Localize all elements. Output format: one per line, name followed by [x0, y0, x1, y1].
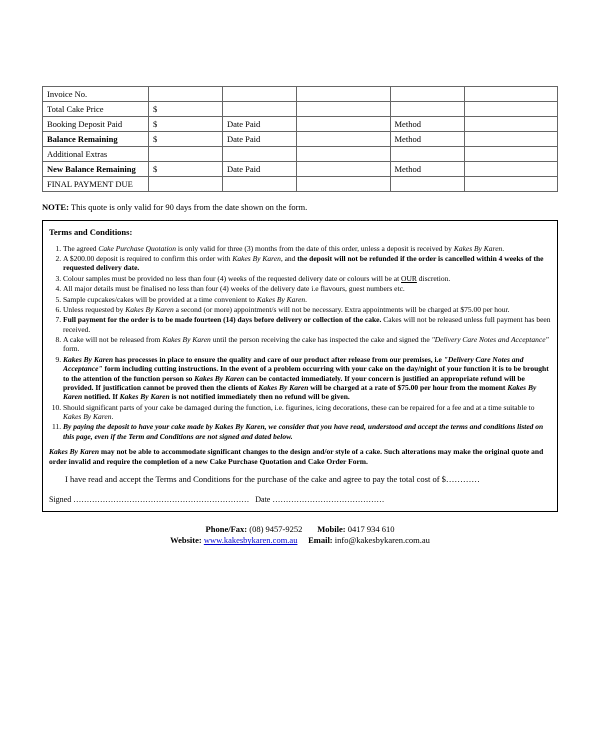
- table-row: FINAL PAYMENT DUE: [43, 177, 558, 192]
- terms-item: Should significant parts of your cake be…: [63, 403, 551, 422]
- terms-list: The agreed Cake Purchase Quotation is on…: [49, 244, 551, 442]
- terms-footer: Kakes By Karen may not be able to accomm…: [49, 447, 551, 466]
- contact-block: Phone/Fax: (08) 9457-9252 Mobile: 0417 9…: [42, 524, 558, 548]
- email-label: Email:: [308, 535, 333, 545]
- accept-text: I have read and accept the Terms and Con…: [65, 474, 551, 485]
- row-label: Total Cake Price: [43, 102, 149, 117]
- row-date-value: [297, 162, 391, 177]
- terms-item: Unless requested by Kakes By Karen a sec…: [63, 305, 551, 314]
- row-method-label: Method: [390, 132, 464, 147]
- table-row: Additional Extras: [43, 147, 558, 162]
- row-method-value: [464, 162, 558, 177]
- sign-label: Signed …………………………………………………………: [49, 495, 249, 504]
- terms-item: A cake will not be released from Kakes B…: [63, 335, 551, 354]
- phone-value: (08) 9457-9252: [249, 524, 302, 534]
- row-label: FINAL PAYMENT DUE: [43, 177, 149, 192]
- date-label: Date ……………………………………: [255, 495, 384, 504]
- table-row: Booking Deposit Paid$Date Paid Method: [43, 117, 558, 132]
- email-value: info@kakesbykaren.com.au: [335, 535, 430, 545]
- invoice-table: Invoice No.Total Cake Price$Booking Depo…: [42, 86, 558, 192]
- row-date-value: [297, 87, 391, 102]
- note-line: NOTE: This quote is only valid for 90 da…: [42, 202, 558, 212]
- mobile-value: 0417 934 610: [348, 524, 395, 534]
- table-row: Balance Remaining$Date Paid Method: [43, 132, 558, 147]
- row-label: Balance Remaining: [43, 132, 149, 147]
- row-dollar: $: [149, 102, 223, 117]
- phone-label: Phone/Fax:: [206, 524, 248, 534]
- row-method-label: [390, 177, 464, 192]
- row-method-value: [464, 177, 558, 192]
- row-method-value: [464, 147, 558, 162]
- row-date-label: Date Paid: [223, 132, 297, 147]
- row-method-label: Method: [390, 117, 464, 132]
- terms-item: A $200.00 deposit is required to confirm…: [63, 254, 551, 273]
- mobile-label: Mobile:: [317, 524, 345, 534]
- note-text: This quote is only valid for 90 days fro…: [71, 202, 307, 212]
- terms-item: Sample cupcakes/cakes will be provided a…: [63, 295, 551, 304]
- row-dollar: $: [149, 117, 223, 132]
- row-method-label: [390, 102, 464, 117]
- table-row: Invoice No.: [43, 87, 558, 102]
- terms-item: All major details must be finalised no l…: [63, 284, 551, 293]
- row-date-value: [297, 177, 391, 192]
- row-date-value: [297, 132, 391, 147]
- table-row: New Balance Remaining$Date Paid Method: [43, 162, 558, 177]
- row-date-value: [297, 102, 391, 117]
- terms-item: Full payment for the order is to be made…: [63, 315, 551, 334]
- row-method-value: [464, 132, 558, 147]
- table-row: Total Cake Price$: [43, 102, 558, 117]
- row-dollar: $: [149, 162, 223, 177]
- website-link[interactable]: www.kakesbykaren.com.au: [204, 535, 298, 545]
- row-label: Booking Deposit Paid: [43, 117, 149, 132]
- row-label: New Balance Remaining: [43, 162, 149, 177]
- row-method-value: [464, 102, 558, 117]
- row-dollar: [149, 87, 223, 102]
- row-dollar: $: [149, 132, 223, 147]
- terms-heading: Terms and Conditions:: [49, 227, 551, 238]
- row-method-value: [464, 87, 558, 102]
- row-method-label: [390, 147, 464, 162]
- terms-item: Colour samples must be provided no less …: [63, 274, 551, 283]
- row-date-label: [223, 177, 297, 192]
- row-date-label: [223, 147, 297, 162]
- row-date-label: [223, 102, 297, 117]
- row-dollar: [149, 147, 223, 162]
- row-method-label: Method: [390, 162, 464, 177]
- terms-item: The agreed Cake Purchase Quotation is on…: [63, 244, 551, 253]
- row-dollar: [149, 177, 223, 192]
- row-label: Invoice No.: [43, 87, 149, 102]
- row-date-value: [297, 117, 391, 132]
- row-date-label: [223, 87, 297, 102]
- row-method-value: [464, 117, 558, 132]
- terms-item: Kakes By Karen has processes in place to…: [63, 355, 551, 402]
- row-date-label: Date Paid: [223, 117, 297, 132]
- terms-box: Terms and Conditions: The agreed Cake Pu…: [42, 220, 558, 512]
- row-method-label: [390, 87, 464, 102]
- website-label: Website:: [170, 535, 202, 545]
- terms-item: By paying the deposit to have your cake …: [63, 422, 551, 441]
- note-prefix: NOTE:: [42, 202, 69, 212]
- row-date-value: [297, 147, 391, 162]
- row-date-label: Date Paid: [223, 162, 297, 177]
- row-label: Additional Extras: [43, 147, 149, 162]
- sign-line: Signed ………………………………………………………… Date ………………: [49, 495, 551, 505]
